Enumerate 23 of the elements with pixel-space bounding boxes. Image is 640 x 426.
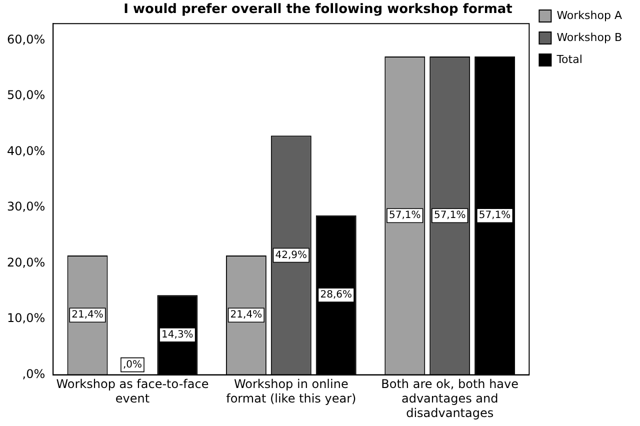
y-tick-label: 20,0% [6, 255, 46, 270]
data-label: 57,1% [478, 210, 511, 222]
data-label: 28,6% [320, 290, 352, 301]
data-label: ,0% [122, 359, 142, 370]
data-label: 57,1% [388, 210, 421, 222]
data-label: 21,4% [230, 310, 262, 321]
data-label: 57,1% [434, 210, 466, 222]
y-tick-label: 50,0% [6, 88, 46, 102]
y-tick-label: 10,0% [6, 311, 46, 326]
y-tick-label: 30,0% [6, 200, 46, 214]
chart-title: I would prefer overall the following workshop format [124, 2, 512, 18]
y-tick-label: 60,0% [6, 32, 46, 46]
legend-label: Workshop B [556, 30, 622, 44]
y-tick-label: 40,0% [6, 144, 46, 158]
data-label: 14,3% [162, 330, 194, 341]
legend-label: Total [556, 52, 582, 66]
data-label: 42,9% [275, 250, 308, 261]
y-tick-label: ,0% [22, 366, 46, 381]
legend-label: Workshop A [556, 8, 622, 22]
x-tick-label: Both are ok, both have advantages and disadvantages [381, 377, 519, 420]
x-tick-label: Workshop in online format (like this year) [226, 377, 356, 406]
data-label: 21,4% [72, 310, 104, 321]
x-tick-label: Workshop as face-to-face event [56, 377, 209, 406]
